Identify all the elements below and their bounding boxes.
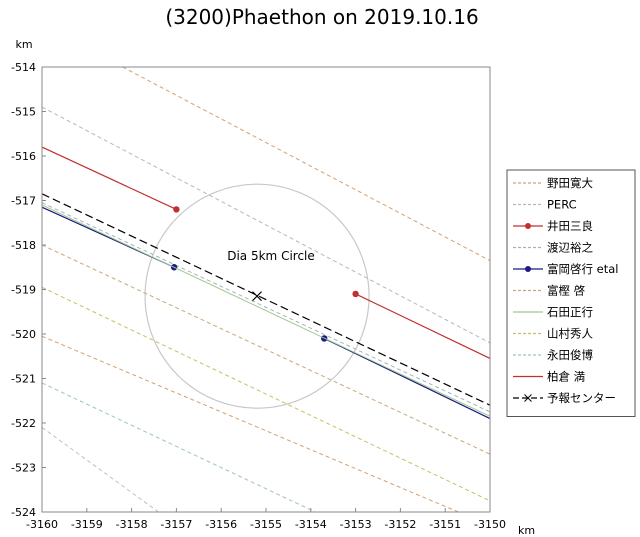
legend-box [506, 169, 636, 417]
legend-label: 富樫 啓 [547, 284, 586, 298]
x-tick-label: -3154 [295, 518, 327, 531]
legend-label: 予報センター [547, 391, 616, 405]
y-tick-label: -516 [11, 150, 36, 163]
plot-area-frame [41, 66, 491, 513]
y-axis-label: km [15, 38, 32, 51]
dia-5km-circle [144, 183, 370, 409]
series-line-4-seg1 [323, 337, 490, 420]
legend-marker [525, 266, 531, 272]
x-axis-label: km [518, 524, 535, 537]
legend-marker [525, 223, 531, 229]
series-line-5 [42, 244, 490, 455]
series-line-2-seg1 [355, 293, 490, 360]
series-line-2-point [173, 206, 180, 213]
series-line-0 [122, 67, 490, 262]
series-line-6 [42, 204, 490, 417]
legend-label: 渡辺裕之 [547, 241, 593, 255]
y-tick-label: -514 [11, 61, 36, 74]
legend-label: 山村秀人 [547, 327, 593, 341]
prediction-center-marker [252, 291, 262, 302]
y-tick-label: -521 [11, 373, 36, 386]
legend-label: 永田俊博 [547, 348, 593, 362]
x-tick-label: -3159 [71, 518, 103, 531]
x-tick-label: -3151 [429, 518, 461, 531]
y-tick-label: -518 [11, 239, 36, 252]
x-tick-label: -3150 [474, 518, 506, 531]
legend-label: 柏倉 満 [547, 370, 585, 384]
series-line-2-seg0 [42, 146, 177, 210]
series-line-3 [42, 202, 490, 413]
series-line-8 [42, 382, 316, 512]
chart-title: (3200)Phaethon on 2019.10.16 [165, 5, 478, 29]
y-tick-label: -515 [11, 106, 36, 119]
y-tick-label: -524 [11, 506, 36, 519]
series-line-10 [42, 193, 490, 406]
y-tick-label: -517 [11, 195, 36, 208]
x-tick-label: -3156 [205, 518, 237, 531]
legend-label: 井田三良 [547, 219, 593, 233]
legend-label: PERC [547, 198, 577, 212]
legend-label: 野田寛大 [547, 176, 593, 190]
y-tick-label: -522 [11, 417, 36, 430]
y-tick-label: -519 [11, 284, 36, 297]
x-tick-label: -3158 [116, 518, 148, 531]
series-line-1 [42, 106, 490, 344]
x-tick-label: -3152 [384, 518, 416, 531]
x-tick-label: -3160 [26, 518, 58, 531]
x-tick-label: -3153 [340, 518, 372, 531]
x-tick-label: -3155 [250, 518, 282, 531]
chord-line [42, 335, 460, 512]
chord-line [42, 427, 159, 512]
legend-label: 石田正行 [547, 305, 593, 319]
legend-label: 富岡啓行 etal [547, 262, 618, 276]
series-line-2-point [352, 290, 359, 298]
series-line-7 [42, 286, 490, 502]
legend-marker [524, 394, 532, 402]
y-tick-label: -520 [11, 328, 36, 341]
x-tick-label: -3157 [160, 518, 192, 531]
circle-annotation: Dia 5km Circle [227, 249, 315, 263]
y-tick-label: -523 [11, 462, 36, 475]
